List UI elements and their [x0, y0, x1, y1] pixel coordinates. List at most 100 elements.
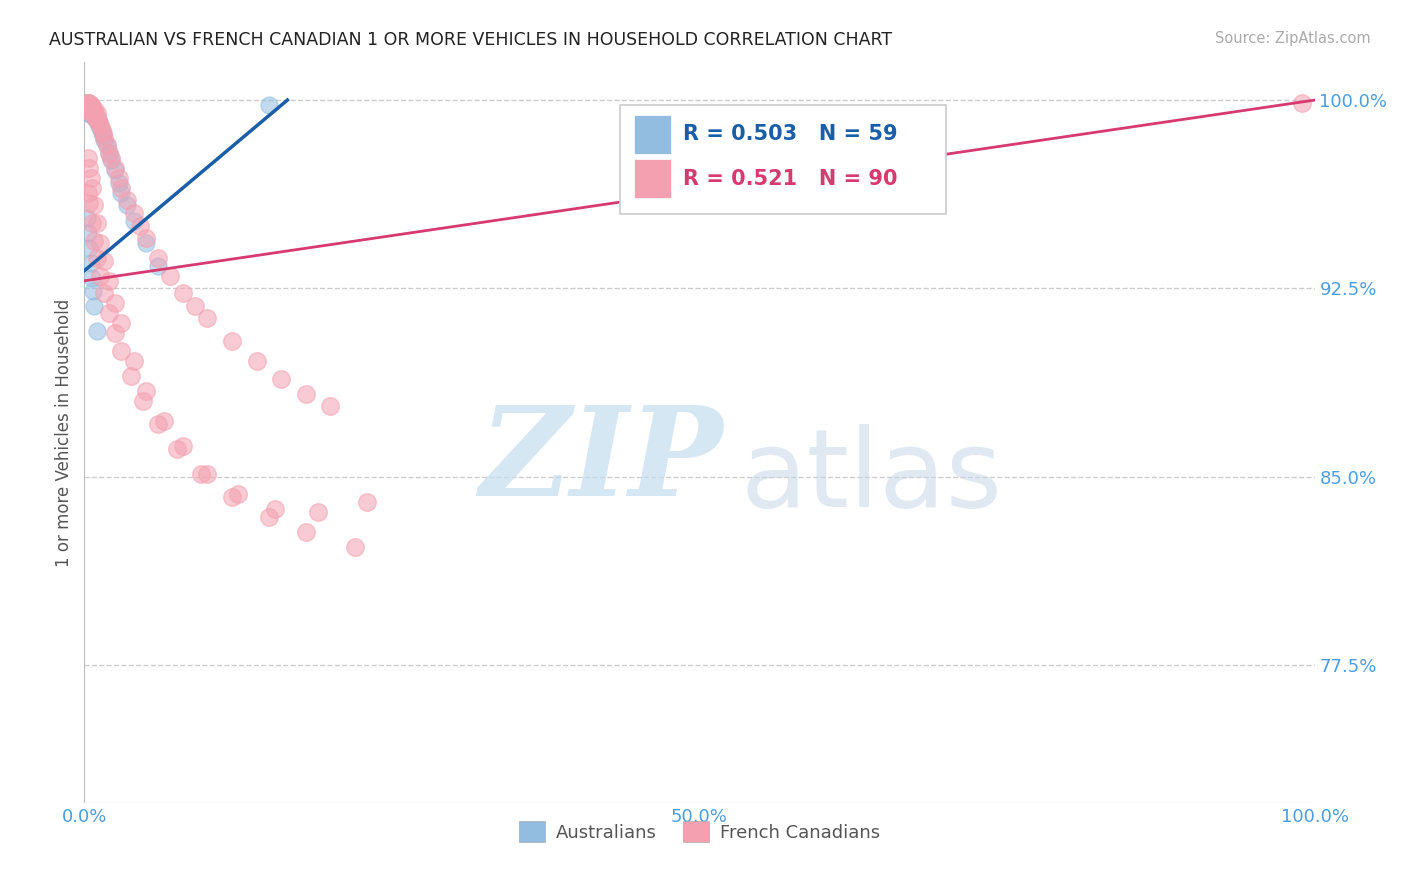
- Point: [75, 101, 97, 115]
- Point: [76, 98, 98, 112]
- Point: [128, 219, 150, 233]
- Point: [86, 251, 108, 265]
- Point: [172, 439, 194, 453]
- Point: [87, 118, 111, 132]
- Point: [77, 101, 100, 115]
- Point: [270, 372, 292, 386]
- Point: [77, 151, 100, 165]
- Point: [84, 111, 107, 125]
- Point: [100, 153, 122, 168]
- Bar: [634, 115, 671, 153]
- Point: [84, 111, 107, 125]
- Point: [79, 95, 101, 110]
- Point: [87, 113, 110, 128]
- Point: [80, 181, 103, 195]
- Point: [80, 216, 103, 230]
- Point: [319, 399, 342, 413]
- Point: [90, 126, 112, 140]
- Point: [86, 111, 108, 125]
- Point: [79, 101, 101, 115]
- Point: [76, 101, 98, 115]
- Point: [84, 108, 107, 122]
- Point: [83, 299, 105, 313]
- Point: [89, 118, 111, 132]
- Point: [79, 98, 101, 112]
- Point: [264, 502, 287, 516]
- Point: [82, 105, 104, 120]
- Point: [83, 105, 105, 120]
- Point: [135, 231, 157, 245]
- Point: [79, 241, 101, 255]
- Point: [104, 326, 127, 341]
- Point: [84, 105, 107, 120]
- Point: [86, 105, 108, 120]
- Point: [76, 211, 98, 225]
- FancyBboxPatch shape: [620, 104, 946, 214]
- Point: [82, 284, 104, 298]
- Point: [77, 95, 100, 110]
- Point: [79, 103, 101, 117]
- Point: [86, 324, 108, 338]
- Point: [295, 386, 318, 401]
- Point: [86, 216, 108, 230]
- Point: [104, 161, 127, 175]
- Point: [83, 234, 105, 248]
- Point: [79, 196, 101, 211]
- Point: [87, 113, 110, 128]
- Point: [93, 133, 115, 147]
- Point: [93, 286, 115, 301]
- Point: [82, 101, 104, 115]
- Point: [80, 103, 103, 117]
- Point: [100, 151, 122, 165]
- Point: [76, 101, 98, 115]
- Point: [79, 98, 101, 112]
- Point: [76, 103, 98, 117]
- Point: [135, 384, 157, 399]
- Point: [77, 226, 100, 240]
- Point: [153, 414, 176, 428]
- Point: [159, 268, 181, 283]
- Point: [79, 103, 101, 117]
- Point: [83, 108, 105, 122]
- Point: [110, 344, 132, 359]
- Point: [76, 95, 98, 110]
- Point: [166, 442, 188, 456]
- Point: [104, 163, 127, 178]
- Point: [82, 105, 104, 120]
- Point: [75, 103, 97, 117]
- Point: [344, 540, 367, 554]
- Point: [148, 259, 170, 273]
- Point: [79, 101, 101, 115]
- Point: [91, 128, 114, 143]
- Y-axis label: 1 or more Vehicles in Household: 1 or more Vehicles in Household: [55, 299, 73, 566]
- Bar: [634, 160, 671, 198]
- Point: [79, 103, 101, 117]
- Point: [87, 116, 110, 130]
- Point: [79, 98, 101, 112]
- Point: [122, 206, 145, 220]
- Point: [75, 101, 97, 115]
- Point: [135, 236, 157, 251]
- Point: [257, 98, 280, 112]
- Point: [79, 161, 101, 175]
- Point: [90, 123, 112, 137]
- Point: [83, 103, 105, 117]
- Point: [77, 103, 100, 117]
- Legend: Australians, French Canadians: Australians, French Canadians: [512, 814, 887, 849]
- Point: [184, 299, 207, 313]
- Text: Source: ZipAtlas.com: Source: ZipAtlas.com: [1215, 31, 1371, 46]
- Point: [75, 105, 97, 120]
- Text: R = 0.521   N = 90: R = 0.521 N = 90: [683, 169, 898, 189]
- Point: [197, 311, 219, 326]
- Point: [96, 138, 118, 153]
- Point: [98, 306, 120, 320]
- Text: AUSTRALIAN VS FRENCH CANADIAN 1 OR MORE VEHICLES IN HOUSEHOLD CORRELATION CHART: AUSTRALIAN VS FRENCH CANADIAN 1 OR MORE …: [49, 31, 893, 49]
- Point: [98, 145, 120, 160]
- Point: [104, 296, 127, 310]
- Point: [79, 105, 101, 120]
- Point: [148, 251, 170, 265]
- Point: [83, 198, 105, 212]
- Point: [86, 113, 108, 128]
- Point: [80, 103, 103, 117]
- Point: [87, 116, 111, 130]
